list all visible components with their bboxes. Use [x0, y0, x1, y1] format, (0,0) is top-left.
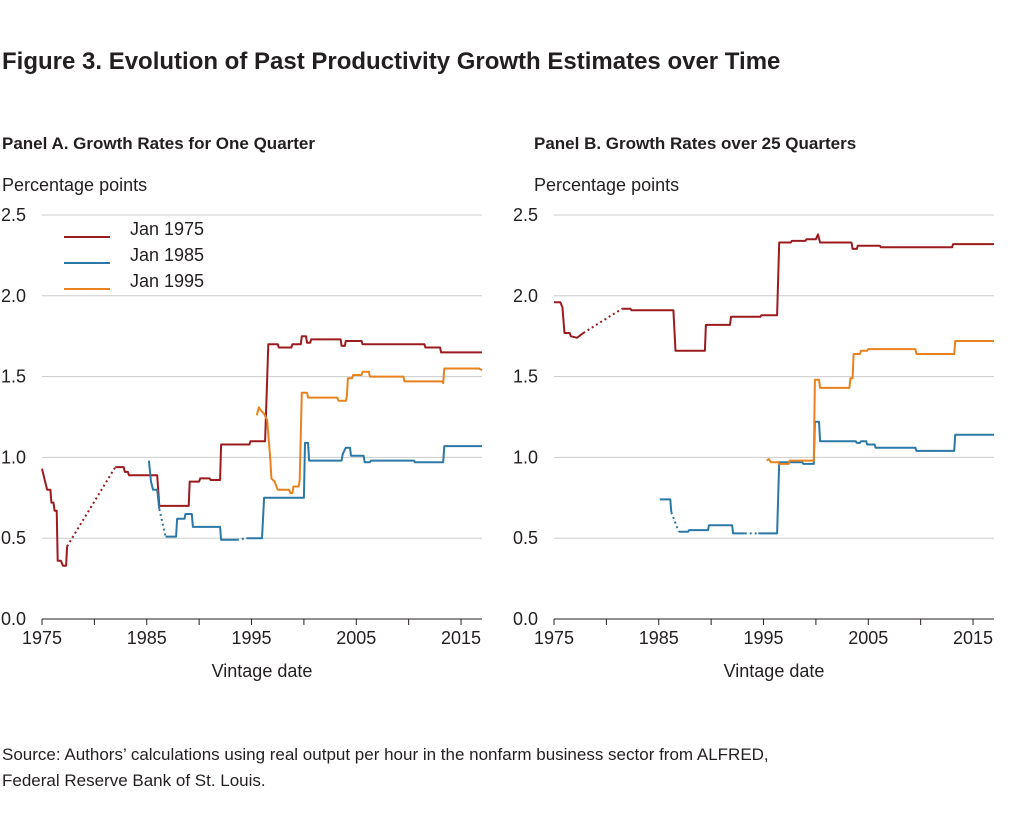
series-line-dotted: [582, 307, 623, 334]
series-jan-1995: [255, 367, 483, 494]
y-tick-label: 0.0: [1, 609, 26, 629]
x-tick-label: 1995: [232, 628, 272, 648]
x-tick-label: 2015: [441, 628, 481, 648]
series-line: [766, 340, 994, 465]
series-line: [758, 420, 994, 535]
legend-label: Jan 1975: [130, 219, 204, 239]
x-tick-label: 1985: [127, 628, 167, 648]
x-tick-label: 2005: [848, 628, 888, 648]
series-line: [554, 301, 584, 339]
series-line: [678, 524, 745, 535]
legend-label: Jan 1985: [130, 245, 204, 265]
series-line: [659, 498, 673, 513]
y-tick-label: 0.5: [1, 528, 26, 548]
panel-a-ylabel: Percentage points: [2, 175, 148, 195]
y-tick-label: 2.5: [1, 205, 26, 225]
y-tick-label: 2.0: [1, 286, 26, 306]
x-tick-label: 2005: [336, 628, 376, 648]
y-tick-label: 0.5: [513, 528, 538, 548]
panel-b-ylabel: Percentage points: [534, 175, 680, 195]
series-line: [246, 441, 482, 540]
series-line: [115, 335, 482, 507]
x-tick-label: 1985: [639, 628, 679, 648]
series-line-dotted: [66, 466, 117, 547]
series-line-dotted: [236, 537, 247, 541]
panel-a-title: Panel A. Growth Rates for One Quarter: [2, 134, 315, 153]
y-tick-label: 1.0: [1, 447, 26, 467]
x-tick-label: 1995: [744, 628, 784, 648]
panel-b-chart: 0.0 0.5 1.0 1.5 2.0 2.5 1975 1985 1995 2005 2015 Vi…: [513, 205, 994, 681]
series-line: [147, 460, 161, 510]
series-line-dotted: [670, 511, 680, 533]
series-jan-1995: [766, 340, 994, 465]
series-jan-1985: [147, 441, 482, 541]
y-tick-label: 1.0: [513, 447, 538, 467]
series-jan-1985: [659, 420, 994, 535]
source-line-2: Federal Reserve Bank of St. Louis.: [2, 771, 266, 790]
y-tick-label: 2.5: [513, 205, 538, 225]
y-tick-label: 1.5: [513, 367, 538, 387]
series-line: [255, 367, 483, 494]
figure-title: Figure 3. Evolution of Past Productivity…: [2, 48, 781, 75]
y-tick-label: 0.0: [513, 609, 538, 629]
x-axis-label: Vintage date: [724, 661, 825, 681]
series-line: [41, 468, 69, 567]
x-tick-label: 1975: [534, 628, 574, 648]
y-tick-label: 2.0: [513, 286, 538, 306]
x-tick-label: 1975: [22, 628, 62, 648]
x-axis-label: Vintage date: [212, 661, 313, 681]
series-jan-1975: [554, 233, 994, 352]
series-line-dotted: [158, 508, 167, 537]
legend-label: Jan 1995: [130, 271, 204, 291]
panel-a-chart: 0.0 0.5 1.0 1.5 2.0 2.5 1975 1985 1995 2005 2015 Vi…: [1, 205, 483, 681]
source-note: Source: Authors’ calculations using real…: [2, 742, 1012, 794]
source-line-1: Source: Authors’ calculations using real…: [2, 745, 769, 764]
series-line: [165, 513, 237, 541]
x-tick-label: 2015: [953, 628, 993, 648]
panel-b-title: Panel B. Growth Rates over 25 Quarters: [534, 134, 857, 153]
series-line: [622, 233, 994, 352]
series-jan-1975: [41, 335, 482, 567]
y-tick-label: 1.5: [1, 367, 26, 387]
